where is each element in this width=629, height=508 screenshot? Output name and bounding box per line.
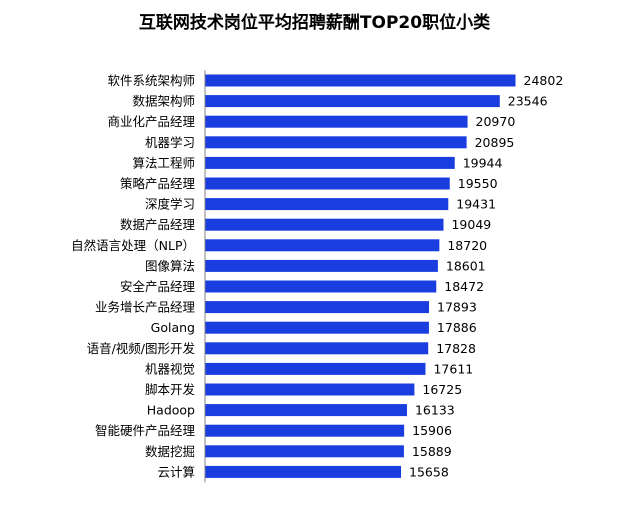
- value-label: 16133: [415, 403, 455, 418]
- bar: [205, 465, 402, 478]
- category-label: 数据挖掘: [145, 444, 195, 459]
- category-label: 智能硬件产品经理: [95, 423, 196, 438]
- category-label: 图像算法: [145, 258, 195, 273]
- value-label: 18601: [446, 258, 486, 273]
- bar: [205, 136, 467, 149]
- value-label: 19049: [451, 217, 491, 232]
- value-label: 20895: [475, 135, 515, 150]
- value-label: 23546: [508, 94, 548, 109]
- category-label: 安全产品经理: [120, 279, 196, 294]
- category-label: 策略产品经理: [120, 176, 196, 191]
- bar: [205, 342, 429, 355]
- category-label: 业务增长产品经理: [95, 300, 196, 315]
- category-label: 商业化产品经理: [107, 114, 195, 129]
- value-label: 15906: [412, 423, 452, 438]
- category-label: 自然语言处理（NLP）: [71, 238, 195, 253]
- value-label: 15889: [412, 444, 452, 459]
- bar: [205, 95, 500, 108]
- bar: [205, 156, 455, 169]
- bar: [205, 362, 426, 375]
- bar: [205, 424, 405, 437]
- value-label: 19550: [458, 176, 498, 191]
- bar: [205, 198, 449, 211]
- bar: [205, 218, 444, 231]
- value-label: 18472: [444, 279, 484, 294]
- category-label: 算法工程师: [132, 155, 195, 170]
- category-label: 软件系统架构师: [107, 73, 195, 88]
- bars-layer: 软件系统架构师 24802 数据架构师 23546 商业化产品经理 20970 机器学习 20…: [71, 73, 563, 479]
- category-label: 数据架构师: [132, 94, 195, 109]
- category-label: 脚本开发: [145, 382, 196, 397]
- value-label: 19944: [463, 155, 503, 170]
- bar: [205, 177, 450, 190]
- value-label: 15658: [409, 464, 449, 479]
- value-label: 19431: [456, 197, 496, 212]
- category-label: 语音/视频/图形开发: [87, 341, 196, 356]
- bar: [205, 74, 516, 87]
- category-label: 数据产品经理: [120, 217, 196, 232]
- bar: [205, 301, 430, 314]
- bar: [205, 404, 407, 417]
- category-label: 机器视觉: [145, 361, 195, 376]
- category-label: 云计算: [157, 464, 195, 479]
- value-label: 20970: [476, 114, 516, 129]
- value-label: 24802: [524, 73, 564, 88]
- bar: [205, 259, 438, 272]
- bar: [205, 445, 404, 458]
- value-label: 17611: [433, 361, 473, 376]
- value-label: 17893: [437, 300, 477, 315]
- bar: [205, 280, 437, 293]
- value-label: 18720: [447, 238, 487, 253]
- bar: [205, 321, 429, 334]
- value-label: 17828: [436, 341, 476, 356]
- value-label: 17886: [437, 320, 477, 335]
- bar: [205, 383, 415, 396]
- bar: [205, 239, 440, 252]
- chart-title: 互联网技术岗位平均招聘薪酬TOP20职位小类: [138, 13, 491, 33]
- bar: [205, 115, 468, 128]
- category-label: 机器学习: [145, 135, 195, 150]
- category-label: 深度学习: [145, 197, 195, 212]
- value-label: 16725: [422, 382, 462, 397]
- category-label: Hadoop: [147, 403, 195, 418]
- category-label: Golang: [151, 320, 195, 335]
